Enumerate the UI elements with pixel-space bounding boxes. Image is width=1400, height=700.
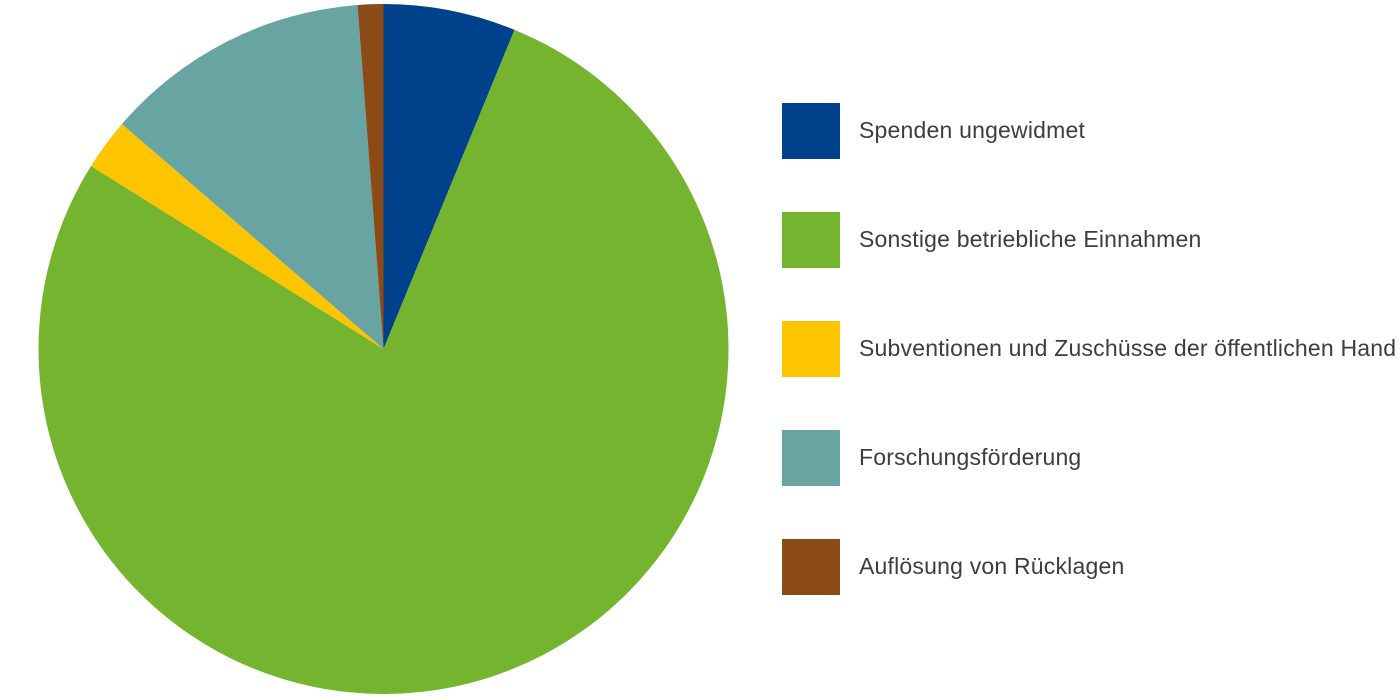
pie-slices: [38, 4, 729, 695]
legend-item-sonstige-betriebliche-einnahmen: Sonstige betriebliche Einnahmen: [782, 212, 1201, 268]
legend-label: Spenden ungewidmet: [859, 117, 1086, 144]
legend-label: Sonstige betriebliche Einnahmen: [859, 226, 1202, 253]
pie-slice-subventionen-und-zuschuesse: [91, 124, 384, 350]
legend-label: Forschungsförderung: [859, 444, 1082, 471]
legend-item-spenden-ungewidmet: Spenden ungewidmet: [782, 103, 1085, 159]
pie-slice-aufloesung-von-ruecklagen: [357, 4, 384, 349]
legend-swatch-forschungsfoerderung: [782, 430, 840, 486]
legend-item-forschungsfoerderung: Forschungsförderung: [782, 430, 1081, 486]
pie-slice-spenden-ungewidmet: [383, 4, 515, 349]
legend-swatch-subventionen-und-zuschuesse: [782, 321, 840, 377]
legend-item-subventionen-und-zuschuesse: Subventionen und Zuschüsse der öffentlic…: [782, 321, 1396, 377]
legend-swatch-spenden-ungewidmet: [782, 103, 840, 159]
pie-slice-sonstige-betriebliche-einnahmen: [38, 29, 729, 695]
legend-label: Auflösung von Rücklagen: [859, 553, 1125, 580]
pie-slice-forschungsfoerderung: [121, 4, 384, 349]
legend-swatch-aufloesung-von-ruecklagen: [782, 539, 840, 595]
legend-label: Subventionen und Zuschüsse der öffentlic…: [859, 335, 1397, 362]
legend-item-aufloesung-von-ruecklagen: Auflösung von Rücklagen: [782, 539, 1124, 595]
legend-swatch-sonstige-betriebliche-einnahmen: [782, 212, 840, 268]
